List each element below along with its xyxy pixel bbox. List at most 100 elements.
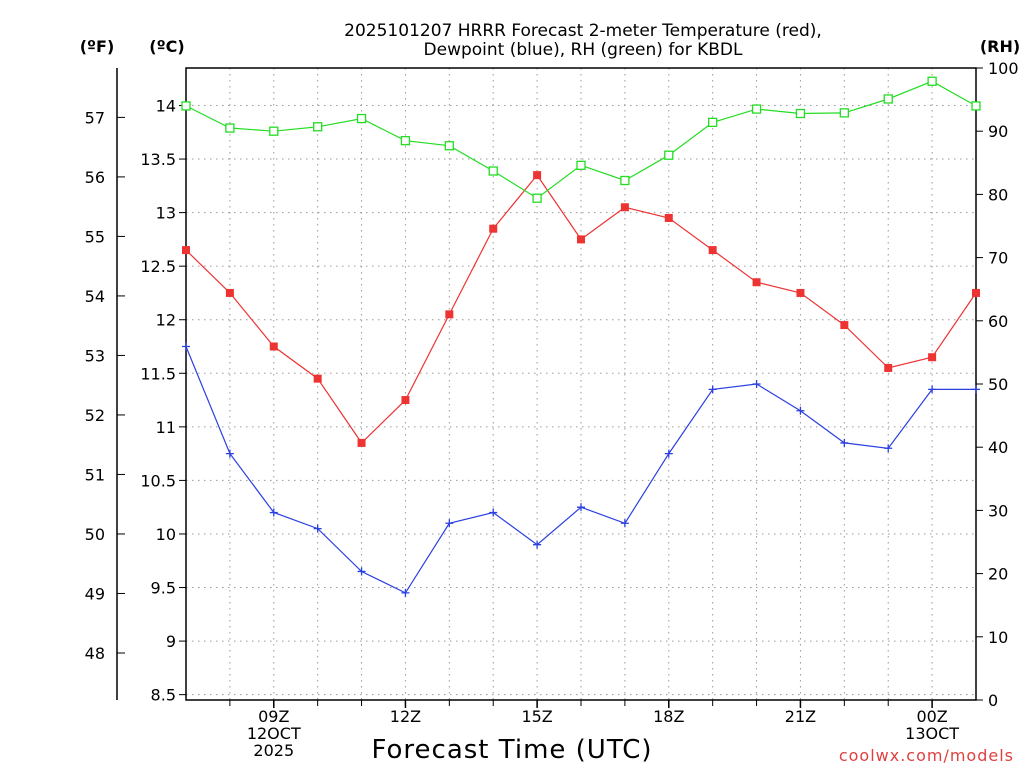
rh-point: [927, 76, 937, 86]
dewpoint-point: [182, 342, 190, 351]
dewpoint-point: [489, 508, 498, 517]
rh-tick-label: 0: [988, 691, 998, 710]
celsius-tick-label: 13.5: [140, 150, 176, 169]
dewpoint-point: [928, 385, 937, 394]
chart-title-line2: Dewpoint (blue), RH (green) for KBDL: [424, 40, 743, 60]
temperature-point: [401, 396, 410, 405]
temperature-point: [708, 246, 717, 255]
celsius-tick-label: 8.5: [151, 686, 176, 705]
x-tick-label: 00Z: [916, 707, 947, 726]
temperature-point: [620, 203, 629, 212]
rh-point: [576, 160, 586, 170]
celsius-tick-label: 13: [156, 204, 176, 223]
axes: 8.5 9 9.5 10 10.5 11 11.5 12 12.5 13 13.5 14 48 49 50 5…: [85, 59, 1019, 760]
temperature-point: [313, 374, 322, 383]
credit-text: coolwx.com/models: [839, 746, 1014, 765]
temperature-point: [445, 310, 454, 319]
x-tick-label: 21Z: [785, 707, 816, 726]
dewpoint-point: [445, 519, 454, 528]
dewpoint-point: [840, 438, 849, 447]
fahrenheit-tick-label: 53: [85, 346, 105, 365]
celsius-tick-label: 11: [156, 418, 176, 437]
rh-point: [708, 117, 718, 128]
rh-tick-label: 50: [988, 375, 1008, 394]
dewpoint-point: [972, 385, 980, 394]
fahrenheit-tick-label: 51: [85, 465, 105, 484]
rh-point: [751, 104, 762, 114]
x-tick-label: 15Z: [521, 707, 552, 726]
rh-point: [356, 113, 367, 124]
temperature-point: [796, 288, 805, 297]
temperature-point: [182, 246, 190, 255]
rh-point: [400, 136, 411, 146]
rh-tick-label: 90: [988, 122, 1008, 141]
rh-point: [269, 126, 279, 136]
rh-point: [225, 123, 235, 133]
temperature-point: [840, 321, 849, 330]
temperature-point: [225, 288, 234, 297]
dewpoint-point: [884, 444, 893, 453]
data-series: [181, 76, 981, 597]
rh-tick-label: 60: [988, 312, 1008, 331]
dewpoint-line: [185, 346, 976, 594]
temperature-point: [928, 353, 937, 362]
temperature-point: [884, 363, 893, 372]
rh-point: [532, 193, 542, 203]
fahrenheit-tick-label: 48: [85, 644, 105, 663]
x-tick-label: 2025: [253, 741, 294, 760]
temperature-point: [269, 342, 278, 351]
celsius-tick-label: 12: [156, 311, 176, 330]
x-tick-label: 12Z: [390, 707, 421, 726]
dewpoint-point: [796, 406, 805, 415]
temperature-point: [577, 235, 585, 244]
fahrenheit-tick-label: 57: [85, 108, 105, 127]
celsius-tick-label: 14: [156, 96, 176, 115]
celsius-tick-label: 10.5: [140, 471, 176, 490]
x-tick-label: 13OCT: [905, 724, 959, 743]
dewpoint-point: [357, 567, 366, 576]
x-tick-label: 12OCT: [247, 724, 301, 743]
temperature-point: [489, 224, 498, 233]
temperature-point: [357, 438, 366, 447]
fahrenheit-tick-label: 54: [85, 287, 105, 306]
celsius-tick-label: 9: [166, 632, 176, 651]
x-axis-label: Forecast Time (UTC): [371, 735, 652, 765]
dewpoint-point: [313, 524, 322, 533]
rh-point: [488, 166, 498, 176]
x-tick-label: 09Z: [258, 707, 289, 726]
temperature-point: [533, 171, 542, 180]
rh-point: [664, 150, 674, 160]
rh-tick-label: 30: [988, 501, 1008, 520]
celsius-tick-label: 10: [156, 525, 176, 544]
dewpoint-point: [401, 588, 410, 597]
fahrenheit-tick-label: 56: [85, 168, 105, 187]
dewpoint-point: [752, 380, 761, 388]
dewpoint-point: [269, 508, 278, 517]
celsius-tick-label: 11.5: [140, 364, 176, 383]
celsius-tick-label: 9.5: [151, 579, 176, 598]
dewpoint-point: [664, 449, 673, 458]
rh-tick-label: 70: [988, 249, 1008, 268]
temperature-point: [752, 278, 761, 287]
temperature-point: [972, 288, 980, 297]
rh-point: [883, 94, 893, 104]
temperature-point: [664, 213, 673, 222]
rh-unit-label: (RH): [980, 37, 1020, 56]
rh-point: [971, 101, 981, 111]
rh-tick-label: 80: [988, 185, 1008, 204]
dewpoint-point: [708, 385, 717, 394]
dewpoint-point: [620, 519, 629, 528]
rh-point: [795, 108, 806, 119]
rh-point: [620, 175, 630, 186]
x-tick-label: 18Z: [653, 707, 684, 726]
dewpoint-point: [577, 503, 585, 512]
rh-tick-label: 100: [988, 59, 1019, 78]
rh-tick-label: 20: [988, 565, 1008, 584]
fahrenheit-tick-label: 55: [85, 227, 105, 246]
rh-tick-label: 10: [988, 628, 1008, 647]
rh-point: [313, 122, 323, 132]
rh-tick-label: 40: [988, 438, 1008, 457]
fahrenheit-tick-label: 50: [85, 525, 105, 544]
dewpoint-point: [533, 540, 542, 549]
chart-title-line1: 2025101207 HRRR Forecast 2-meter Tempera…: [344, 21, 822, 41]
